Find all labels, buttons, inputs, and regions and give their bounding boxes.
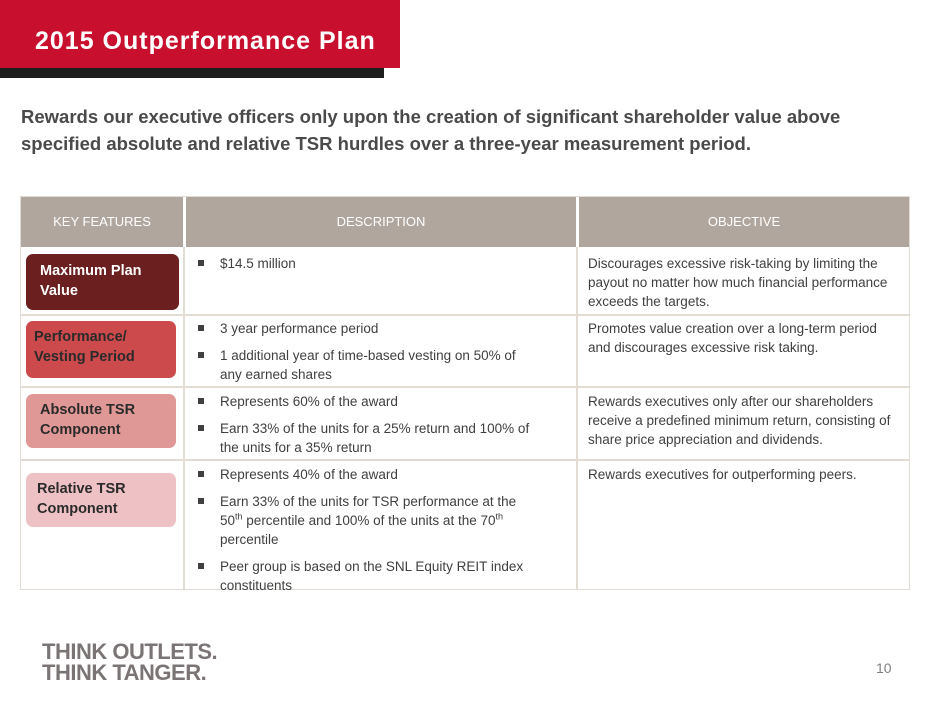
header-separator <box>576 197 579 247</box>
page-title: 2015 Outperformance Plan <box>35 27 376 55</box>
ordinal-suffix: th <box>235 511 243 522</box>
description-list: Represents 40% of the award Earn 33% of … <box>186 465 538 603</box>
slide-subtitle: Rewards our executive officers only upon… <box>21 106 841 154</box>
column-divider <box>576 247 578 589</box>
feature-badge-maximum-plan-value: Maximum Plan Value <box>26 254 179 310</box>
title-band <box>0 0 400 68</box>
column-divider <box>183 247 185 589</box>
ordinal-suffix: th <box>495 511 503 522</box>
objective-text: Rewards executives only after our shareh… <box>588 394 891 447</box>
feature-label-line: Relative TSR <box>37 481 126 497</box>
description-bullet: Earn 33% of the units for a 25% return a… <box>186 419 538 457</box>
description-bullet: Represents 40% of the award <box>186 465 538 484</box>
feature-label-line: Performance/ <box>34 329 127 345</box>
feature-label-line: Maximum Plan <box>40 263 142 279</box>
logo-line: THINK OUTLETS. <box>42 639 218 664</box>
objective-text: Discourages excessive risk-taking by lim… <box>588 256 888 309</box>
header-objective: OBJECTIVE <box>707 214 781 229</box>
row-divider <box>21 386 909 388</box>
header-separator <box>183 197 186 247</box>
feature-badge-performance-vesting-period: Performance/ Vesting Period <box>26 321 176 378</box>
objective-text: Rewards executives for outperforming pee… <box>588 467 857 482</box>
table-header: KEY FEATURES DESCRIPTION OBJECTIVE <box>21 197 909 247</box>
description-bullet: 3 year performance period <box>186 319 538 338</box>
feature-badge-absolute-tsr-component: Absolute TSR Component <box>26 394 176 448</box>
title-band-shadow <box>0 68 384 78</box>
header-description: DESCRIPTION <box>336 214 426 229</box>
description-bullet: Earn 33% of the units for TSR performanc… <box>186 492 538 549</box>
feature-label-line: Component <box>40 422 121 438</box>
logo-line: THINK TANGER. <box>42 660 207 685</box>
description-list: 3 year performance period 1 additional y… <box>186 319 538 392</box>
description-list: Represents 60% of the award Earn 33% of … <box>186 392 538 465</box>
description-list: $14.5 million <box>186 254 538 281</box>
bullet-text: percentile <box>220 532 279 547</box>
feature-label-line: Vesting Period <box>34 349 135 365</box>
feature-badge-relative-tsr-component: Relative TSR Component <box>26 473 176 527</box>
description-bullet: 1 additional year of time-based vesting … <box>186 346 538 384</box>
feature-label-line: Component <box>37 501 118 517</box>
header-key-features: KEY FEATURES <box>53 214 151 229</box>
description-bullet: $14.5 million <box>186 254 538 273</box>
row-divider <box>21 314 909 316</box>
tanger-logo: THINK OUTLETS. THINK TANGER. <box>42 639 218 685</box>
description-bullet: Peer group is based on the SNL Equity RE… <box>186 557 538 595</box>
bullet-text: percentile and 100% of the units at the … <box>242 513 496 528</box>
description-bullet: Represents 60% of the award <box>186 392 538 411</box>
feature-label-line: Absolute TSR <box>40 402 136 418</box>
page-number: 10 <box>876 660 892 676</box>
feature-label-line: Value <box>40 283 78 299</box>
bullet-text: Earn 33% of the units for TSR performanc… <box>220 494 517 528</box>
row-divider <box>21 459 909 461</box>
objective-text: Promotes value creation over a long-term… <box>588 321 877 355</box>
features-table: KEY FEATURES DESCRIPTION OBJECTIVE Maxim… <box>20 196 910 593</box>
